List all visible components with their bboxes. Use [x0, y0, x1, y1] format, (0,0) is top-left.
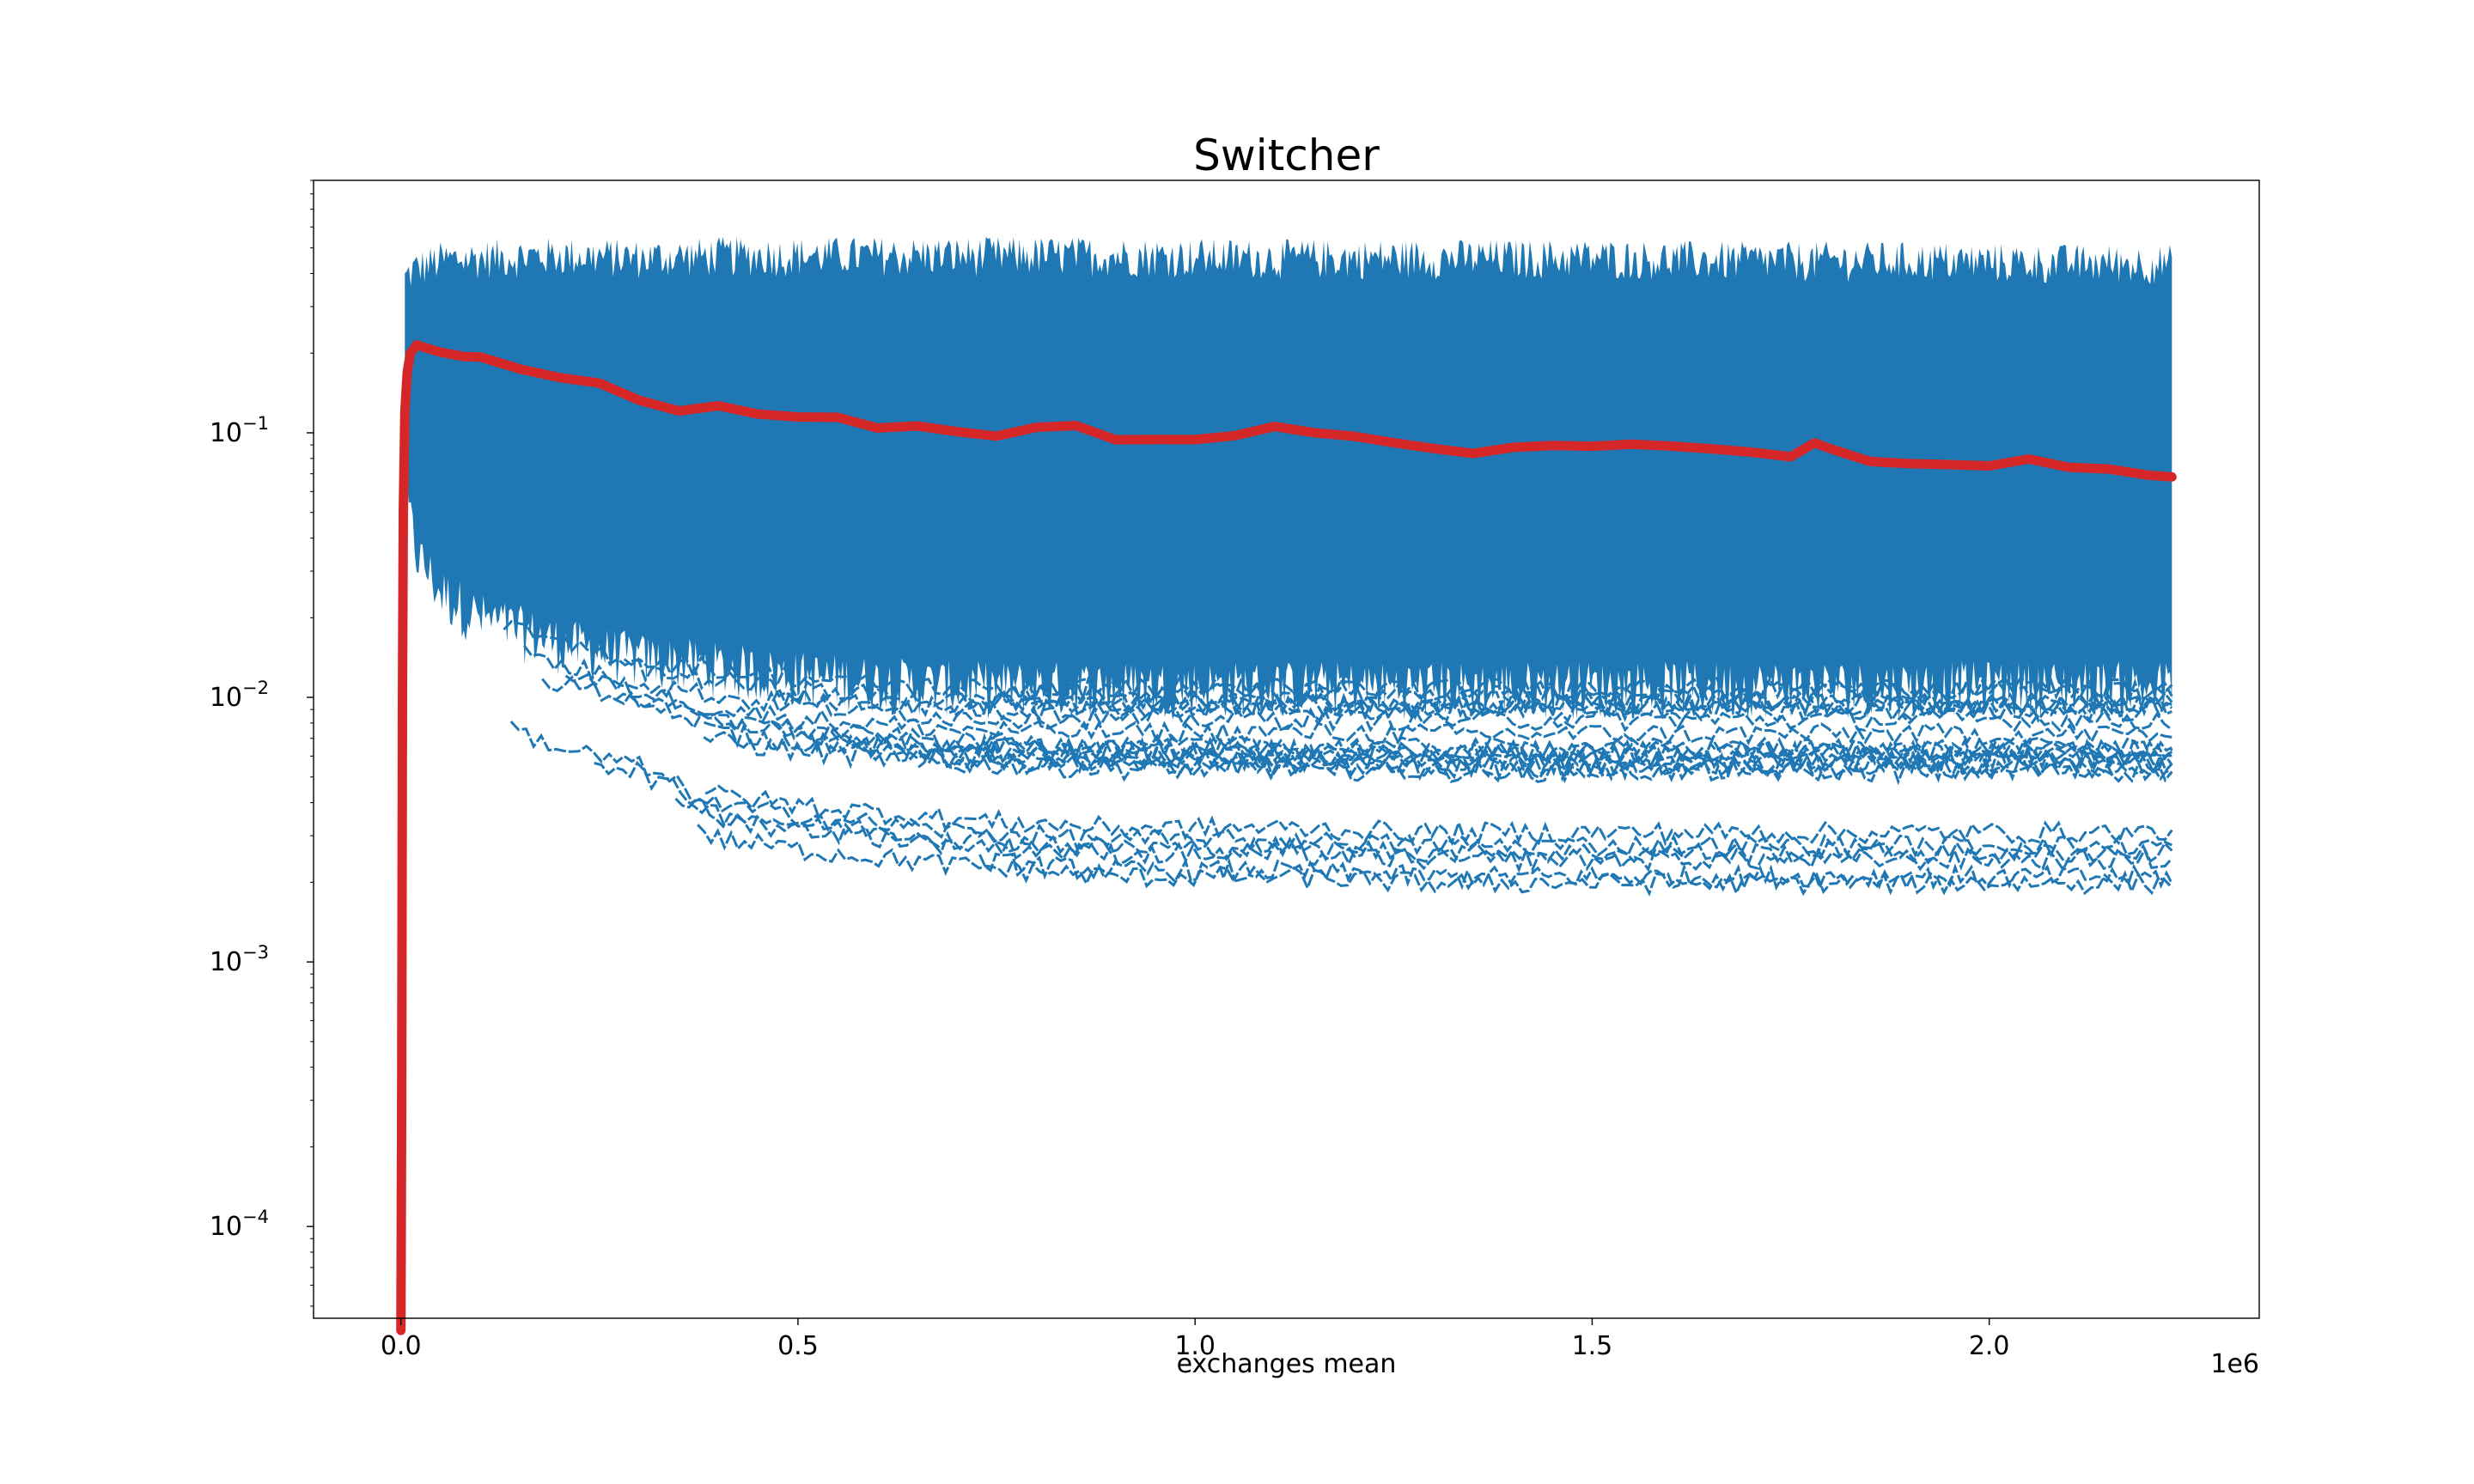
plot-area-frame — [313, 179, 2260, 1319]
run-trace — [594, 760, 2173, 866]
x-tick-label: 1.0 — [1174, 1331, 1216, 1361]
x-axis-label: exchanges mean — [1177, 1349, 1397, 1379]
data-band-dense — [405, 236, 2172, 720]
x-axis-ticks: 0.0 0.5 1.0 1.5 2.0 — [381, 1318, 2010, 1361]
x-tick-label: 2.0 — [1969, 1331, 2010, 1361]
mean-line — [396, 340, 2177, 1335]
data-band-layer — [405, 236, 2173, 897]
x-tick-label: 1.5 — [1572, 1331, 1613, 1361]
run-trace — [623, 657, 2173, 716]
run-trace — [917, 748, 2172, 783]
x-tick-label: 0.0 — [381, 1331, 422, 1361]
run-trace — [503, 620, 2173, 702]
run-trace — [541, 675, 2173, 761]
run-trace — [697, 824, 2173, 897]
y-tick-label: 10−2 — [210, 678, 269, 713]
chart-title: Switcher — [1193, 131, 1380, 180]
y-tick-label: 10−1 — [210, 413, 269, 448]
run-trace — [978, 852, 2173, 891]
run-trace — [564, 672, 2172, 746]
y-axis-ticks: 10−1 10−2 10−3 10−4 — [210, 179, 314, 1307]
x-tick-label: 0.5 — [777, 1331, 819, 1361]
x-axis-offset-label: 1e6 — [2210, 1349, 2259, 1379]
y-tick-label: 10−3 — [210, 942, 269, 977]
run-trace — [615, 692, 2173, 765]
run-trace — [509, 721, 2172, 859]
run-trace — [674, 797, 2173, 873]
run-trace — [704, 784, 2173, 847]
run-trace — [967, 691, 2172, 719]
run-trace — [1013, 674, 2173, 703]
mean-line-layer — [396, 340, 2177, 1335]
y-tick-label: 10−4 — [210, 1207, 269, 1242]
run-trace — [704, 721, 2172, 775]
